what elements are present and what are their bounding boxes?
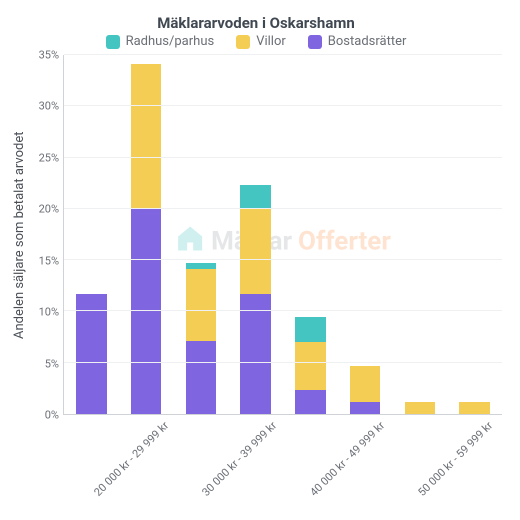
y-axis-label: Andelen säljare som betalat arvodet	[10, 55, 29, 415]
bar-stack	[240, 185, 271, 414]
bar-slot	[338, 55, 393, 414]
gridline	[64, 157, 502, 158]
legend-label: Villor	[256, 34, 286, 49]
bar-segment-bostad	[131, 209, 162, 414]
y-tick: 5%	[45, 357, 59, 370]
y-tick: 15%	[39, 254, 59, 267]
bar-stack	[295, 317, 326, 414]
bar-stack	[459, 402, 490, 414]
x-axis: 20 000 kr - 29 999 kr30 000 kr - 39 999 …	[63, 415, 502, 434]
bar-segment-radhus	[240, 185, 271, 210]
bar-stack	[350, 366, 381, 414]
y-tick: 30%	[39, 100, 59, 113]
legend-label: Radhus/parhus	[126, 34, 215, 49]
chart-container: Mäklararvoden i Oskarshamn Radhus/parhus…	[0, 0, 520, 520]
gridline	[64, 105, 502, 106]
y-tick: 20%	[39, 203, 59, 216]
bar-segment-radhus	[295, 317, 326, 342]
bar-stack	[186, 263, 217, 414]
y-tick: 35%	[39, 49, 59, 62]
plot-area-wrap: Andelen säljare som betalat arvodet 0%5%…	[10, 55, 502, 415]
x-tick: 40 000 kr - 49 999 kr	[307, 413, 392, 498]
bar-slot	[283, 55, 338, 414]
bar-segment-villor	[350, 366, 381, 402]
bar-stack	[405, 402, 436, 414]
x-tick-row: 20 000 kr - 29 999 kr30 000 kr - 39 999 …	[63, 421, 520, 434]
y-tick: 10%	[39, 306, 59, 319]
bar-segment-villor	[131, 64, 162, 209]
bar-segment-bostad	[350, 402, 381, 414]
x-tick: 20 000 kr - 29 999 kr	[91, 413, 176, 498]
bar-segment-villor	[459, 402, 490, 414]
y-tick: 0%	[45, 409, 59, 422]
bars-layer	[64, 55, 502, 414]
bar-segment-villor	[405, 402, 436, 414]
legend-item: Radhus/parhus	[106, 34, 215, 49]
bar-segment-villor	[240, 209, 271, 293]
legend-item: Villor	[236, 34, 286, 49]
y-tick: 25%	[39, 151, 59, 164]
plot-area: MäklarOfferter	[63, 55, 502, 415]
legend-item: Bostadsrätter	[308, 34, 407, 49]
bar-slot	[174, 55, 229, 414]
bar-segment-bostad	[186, 341, 217, 414]
gridline	[64, 310, 502, 311]
gridline	[64, 259, 502, 260]
legend-swatch	[308, 35, 322, 49]
legend-swatch	[236, 35, 250, 49]
bar-segment-villor	[186, 269, 217, 341]
gridline	[64, 208, 502, 209]
legend: Radhus/parhus Villor Bostadsrätter	[10, 34, 502, 49]
bar-segment-villor	[295, 342, 326, 390]
gridline	[64, 362, 502, 363]
bar-stack	[76, 294, 107, 414]
bar-segment-bostad	[240, 294, 271, 414]
bar-slot	[64, 55, 119, 414]
bar-slot	[119, 55, 174, 414]
bar-slot	[228, 55, 283, 414]
chart-title: Mäklararvoden i Oskarshamn	[10, 14, 502, 32]
x-tick: 30 000 kr - 39 999 kr	[199, 413, 284, 498]
gridline	[64, 54, 502, 55]
y-axis: 0%5%10%15%20%25%30%35%	[29, 55, 63, 415]
x-tick: 50 000 kr - 59 999 kr	[415, 413, 500, 498]
legend-label: Bostadsrätter	[328, 34, 407, 49]
bar-slot	[447, 55, 502, 414]
legend-swatch	[106, 35, 120, 49]
bar-slot	[393, 55, 448, 414]
bar-segment-bostad	[76, 294, 107, 414]
bar-segment-bostad	[295, 390, 326, 414]
